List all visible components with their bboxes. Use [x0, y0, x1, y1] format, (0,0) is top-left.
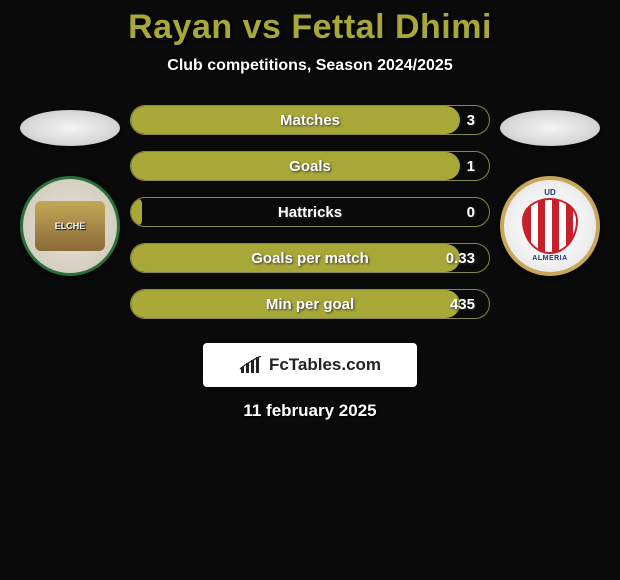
stat-label: Hattricks: [278, 204, 342, 221]
club-badge-left-label: ELCHE: [35, 201, 105, 251]
stat-fill: [131, 198, 142, 226]
stat-right-value: 0: [467, 204, 475, 221]
player-right-photo-placeholder: [500, 110, 600, 146]
stat-row: Min per goal 435: [130, 289, 490, 319]
club-badge-right-stripes: [522, 198, 578, 254]
page-title: Rayan vs Fettal Dhimi: [0, 8, 620, 47]
player-left-column: ELCHE: [20, 105, 120, 276]
club-badge-right: UD ALMERIA: [500, 176, 600, 276]
subtitle: Club competitions, Season 2024/2025: [0, 57, 620, 75]
stat-label: Min per goal: [266, 296, 354, 313]
stat-right-value: 435: [450, 296, 475, 313]
bar-chart-icon: [239, 356, 263, 374]
stat-label: Goals per match: [251, 250, 369, 267]
stat-right-value: 3: [467, 112, 475, 129]
stat-row: Goals 1: [130, 151, 490, 181]
stat-right-value: 1: [467, 158, 475, 175]
stat-row: Goals per match 0.33: [130, 243, 490, 273]
player-left-photo-placeholder: [20, 110, 120, 146]
main-area: ELCHE Matches 3 Goals 1 Hattricks 0 Goals per …: [0, 105, 620, 319]
date-text: 11 february 2025: [0, 401, 620, 421]
club-badge-right-ud: UD: [544, 188, 556, 197]
stat-row: Matches 3: [130, 105, 490, 135]
stats-column: Matches 3 Goals 1 Hattricks 0 Goals per match 0…: [130, 105, 490, 319]
footer-brand-box[interactable]: FcTables.com: [203, 343, 417, 387]
stat-row: Hattricks 0: [130, 197, 490, 227]
player-right-column: UD ALMERIA: [500, 105, 600, 276]
comparison-container: Rayan vs Fettal Dhimi Club competitions,…: [0, 0, 620, 421]
club-badge-left: ELCHE: [20, 176, 120, 276]
stat-label: Matches: [280, 112, 340, 129]
stat-label: Goals: [289, 158, 331, 175]
club-badge-right-label: ALMERIA: [532, 255, 567, 262]
footer-brand-text: FcTables.com: [269, 355, 381, 375]
stat-right-value: 0.33: [446, 250, 475, 267]
